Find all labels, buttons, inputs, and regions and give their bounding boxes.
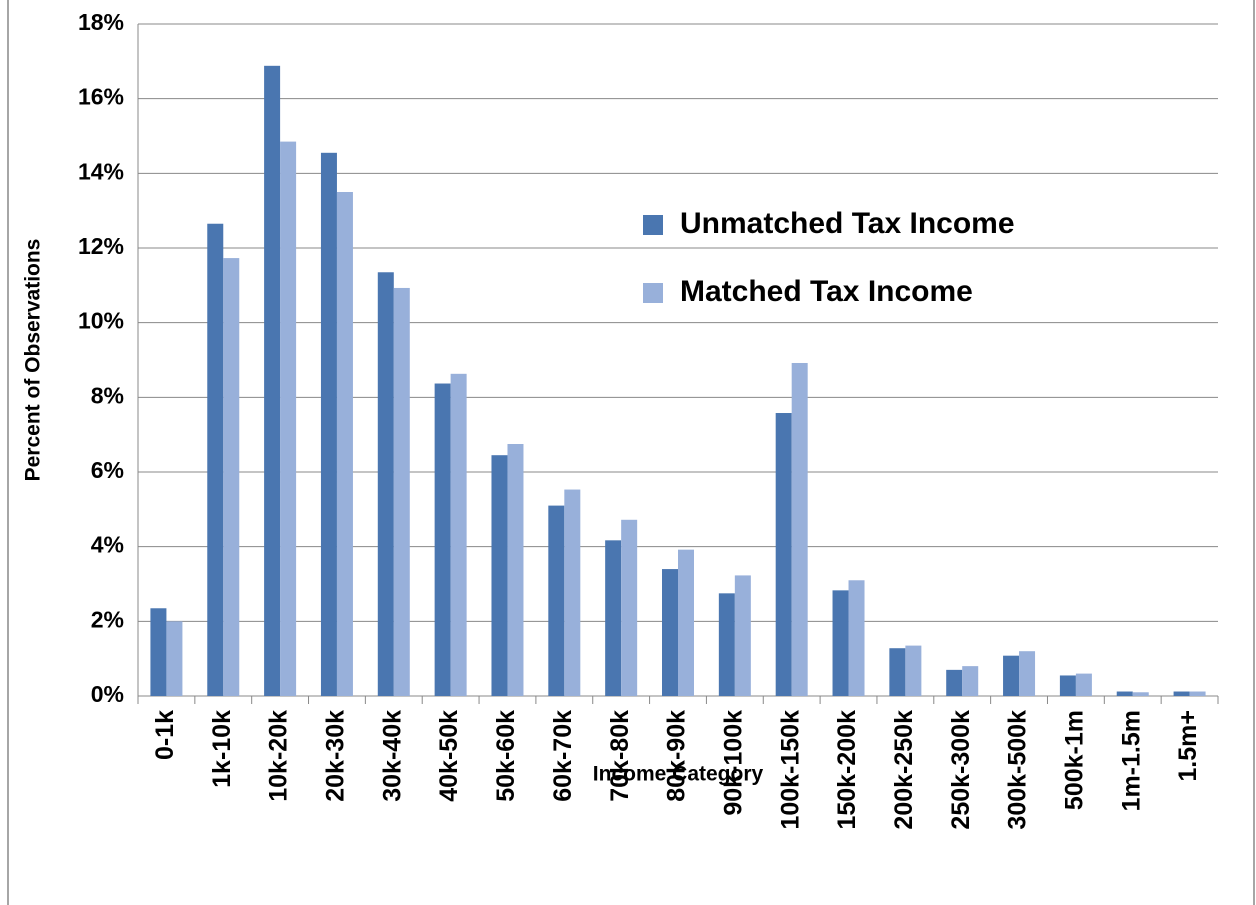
bar [1059,675,1076,696]
bar [848,580,865,696]
y-tick-label: 2% [91,606,124,632]
bar [166,621,183,696]
bar [377,272,394,696]
x-tick-label: 500k-1m [1061,710,1089,810]
bar [775,413,792,696]
x-tick-label: 60k-70k [549,710,577,802]
bar [605,540,622,696]
x-tick-label: 1.5m+ [1174,710,1202,782]
x-tick-label: 90k-100k [719,710,747,816]
bar [336,192,353,696]
bar [946,669,963,696]
y-axis-title: Percent of Observations [22,239,45,482]
bar [889,648,906,696]
x-tick-label: 200k-250k [890,710,918,830]
bar [393,287,410,696]
legend-swatch [643,283,663,303]
x-tick-label: 30k-40k [378,710,406,802]
bar [678,549,694,696]
bar [434,383,451,696]
bar [1116,691,1133,696]
bar [223,258,240,696]
bar [734,575,751,696]
y-tick-label: 18% [78,9,124,35]
x-tick-label: 100k-150k [776,710,804,830]
x-tick-label: 250k-300k [947,710,975,830]
x-tick-label: 1k-10k [208,710,236,788]
x-tick-label: 70k-80k [606,710,634,802]
x-tick-label: 300k-500k [1004,710,1032,830]
bar [207,223,224,696]
y-tick-label: 10% [78,308,124,334]
bar [280,141,297,697]
x-tick-label: 80k-90k [663,710,691,802]
y-tick-label: 8% [91,382,124,408]
x-tick-label: 20k-30k [322,710,350,802]
y-tick-label: 16% [78,84,124,110]
bar [491,455,508,696]
y-tick-label: 0% [91,681,124,707]
bar [718,593,735,696]
x-tick-label: 40k-50k [435,710,463,802]
bar [905,645,922,696]
bar [1075,673,1092,696]
bar [507,444,524,696]
bar [150,608,167,696]
bar [1132,692,1149,696]
x-tick-label: 10k-20k [265,710,293,802]
bar [962,666,979,696]
bar [1003,655,1020,696]
bar [621,519,638,696]
bar [1019,651,1036,696]
x-tick-label: 150k-200k [833,710,861,830]
y-tick-label: 6% [91,457,124,483]
x-axis-title: Income Category [593,763,764,786]
bar [320,152,337,697]
y-tick-label: 14% [78,158,124,184]
x-tick-label: 1m-1.5m [1117,710,1145,811]
legend-label: Matched Tax Income [680,275,973,308]
y-tick-label: 12% [78,233,124,259]
legend-swatch [643,215,663,235]
bar [450,373,467,696]
bar [662,569,678,696]
bar [1189,691,1206,696]
bar [1173,691,1190,696]
x-tick-label: 0-1k [151,710,179,760]
x-tick-label: 50k-60k [492,710,520,802]
bar [548,505,565,696]
legend-label: Unmatched Tax Income [680,207,1015,240]
bar [264,65,281,696]
bar [832,590,849,696]
bar [791,362,808,696]
y-tick-label: 4% [91,532,124,558]
bar [564,489,581,696]
chart-frame [7,0,1255,905]
